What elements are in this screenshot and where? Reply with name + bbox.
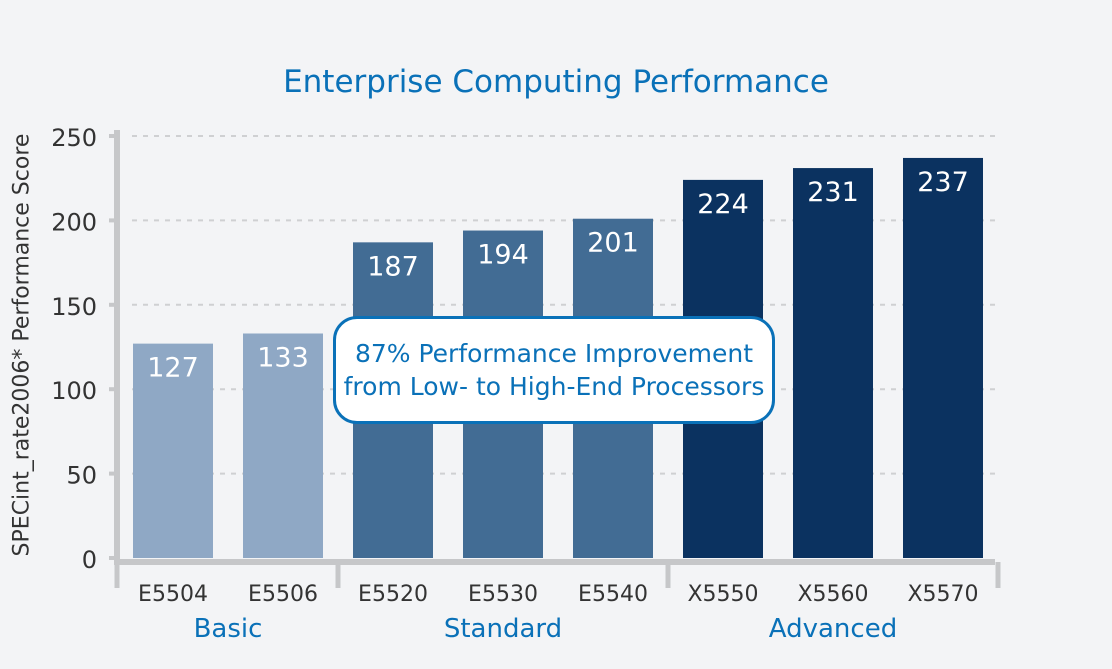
x-tick-label: X5560 xyxy=(797,582,868,607)
bar xyxy=(243,333,323,558)
bar-value-label: 194 xyxy=(477,240,529,271)
bar-value-label: 224 xyxy=(697,189,749,220)
group-label: Basic xyxy=(194,614,263,644)
y-tick-label: 250 xyxy=(51,124,97,152)
x-tick-label: E5530 xyxy=(468,582,538,607)
bar xyxy=(793,168,873,558)
y-tick-label: 50 xyxy=(66,462,97,490)
chart-title: Enterprise Computing Performance xyxy=(283,64,829,100)
x-tick-label: X5570 xyxy=(907,582,978,607)
y-tick-label: 0 xyxy=(82,546,97,574)
x-tick-label: E5506 xyxy=(248,582,318,607)
bar xyxy=(133,343,213,558)
x-tick-label: X5550 xyxy=(687,582,758,607)
bar-value-label: 201 xyxy=(587,228,639,259)
bar-value-label: 237 xyxy=(917,167,969,198)
x-tick-label: E5504 xyxy=(138,582,208,607)
x-tick-label: E5540 xyxy=(578,582,648,607)
callout-line-2: from Low- to High-End Processors xyxy=(343,372,765,401)
bar-value-label: 127 xyxy=(147,353,199,384)
group-label: Standard xyxy=(444,614,562,644)
bar-value-label: 133 xyxy=(257,342,309,373)
y-tick-label: 150 xyxy=(51,293,97,321)
callout-line-1: 87% Performance Improvement xyxy=(354,339,754,368)
bar-value-label: 187 xyxy=(367,251,419,282)
bar-value-label: 231 xyxy=(807,177,859,208)
improvement-callout: 87% Performance Improvement from Low- to… xyxy=(333,316,775,424)
y-tick-label: 200 xyxy=(51,208,97,236)
bar xyxy=(903,157,983,558)
y-tick-label: 100 xyxy=(51,377,97,405)
x-tick-label: E5520 xyxy=(358,582,428,607)
group-label: Advanced xyxy=(769,614,897,644)
